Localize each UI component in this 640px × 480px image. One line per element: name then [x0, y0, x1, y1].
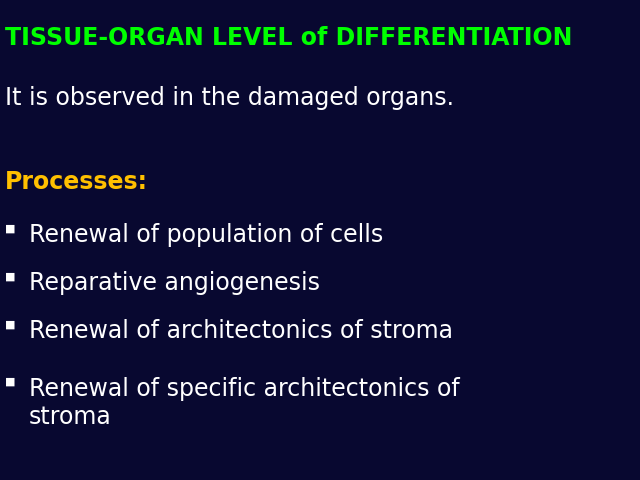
- Text: It is observed in the damaged organs.: It is observed in the damaged organs.: [5, 86, 454, 110]
- Text: Processes:: Processes:: [5, 170, 148, 194]
- Text: ■: ■: [5, 319, 15, 329]
- Text: ■: ■: [5, 271, 15, 281]
- Text: ■: ■: [5, 377, 15, 387]
- Text: ■: ■: [5, 223, 15, 233]
- Text: Renewal of population of cells: Renewal of population of cells: [29, 223, 383, 247]
- Text: Reparative angiogenesis: Reparative angiogenesis: [29, 271, 320, 295]
- Text: TISSUE-ORGAN LEVEL of DIFFERENTIATION: TISSUE-ORGAN LEVEL of DIFFERENTIATION: [5, 26, 573, 50]
- Text: Renewal of specific architectonics of
stroma: Renewal of specific architectonics of st…: [29, 377, 460, 429]
- Text: Renewal of architectonics of stroma: Renewal of architectonics of stroma: [29, 319, 453, 343]
